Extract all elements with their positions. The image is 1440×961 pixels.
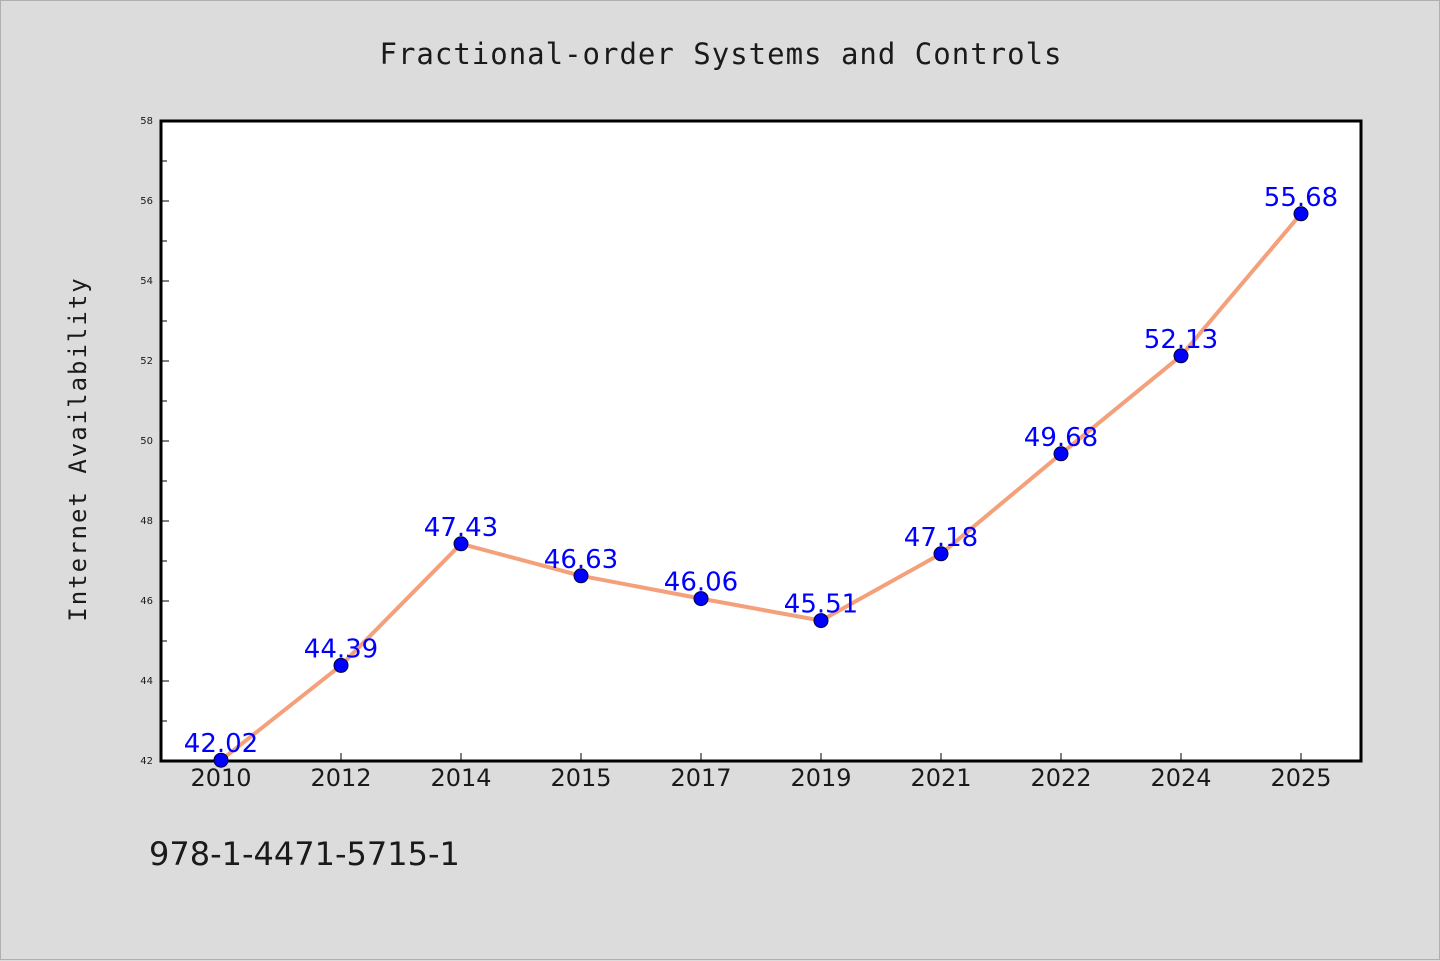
x-tick-label: 2021 xyxy=(910,764,971,792)
data-point-label: 55.68 xyxy=(1264,183,1338,213)
y-tick-label: 46 xyxy=(140,596,153,607)
data-labels: 42.02 44.39 47.43 46.63 46.06 45.51 47.18 49.68… xyxy=(184,183,1338,759)
data-point-marker xyxy=(453,536,469,552)
footer-isbn-text: 978-1-4471-5715-1 xyxy=(149,835,460,873)
data-point-marker xyxy=(693,591,709,607)
data-point-marker xyxy=(213,752,229,768)
y-axis-ticks: 42 44 46 48 50 52 54 56 58 xyxy=(140,116,169,767)
data-point-label: 44.39 xyxy=(304,634,378,664)
x-tick-label: 2019 xyxy=(790,764,851,792)
x-tick-label: 2025 xyxy=(1270,764,1331,792)
data-point-label: 45.51 xyxy=(784,590,858,620)
y-tick-label: 44 xyxy=(140,676,153,687)
plot-area xyxy=(159,119,1363,763)
y-tick-label: 56 xyxy=(140,196,153,207)
x-tick-label: 2010 xyxy=(190,764,251,792)
data-point-label: 42.02 xyxy=(184,729,258,759)
y-tick-label: 42 xyxy=(140,756,153,767)
series-line xyxy=(219,212,1303,762)
y-tick-label: 58 xyxy=(140,116,153,127)
x-tick-label: 2022 xyxy=(1030,764,1091,792)
x-tick-label: 2015 xyxy=(550,764,611,792)
data-point-marker xyxy=(1293,206,1309,222)
data-point-marker xyxy=(1053,446,1069,462)
data-point-label: 49.68 xyxy=(1024,423,1098,453)
y-tick-label: 50 xyxy=(140,436,153,447)
x-axis-ticks: 2010 2012 2014 2015 2017 2019 2021 2022 2024 2025 xyxy=(190,753,1332,792)
data-point-marker xyxy=(333,657,349,673)
data-point-label: 52.13 xyxy=(1144,325,1218,355)
data-point-marker xyxy=(1173,348,1189,364)
chart-title: Fractional-order Systems and Controls xyxy=(379,37,1062,71)
y-tick-label: 48 xyxy=(140,516,153,527)
data-point-marker xyxy=(813,613,829,629)
data-point-marker xyxy=(933,546,949,562)
series-markers xyxy=(213,206,1309,768)
x-tick-label: 2024 xyxy=(1150,764,1211,792)
data-point-label: 46.63 xyxy=(544,545,618,575)
x-tick-label: 2017 xyxy=(670,764,731,792)
data-point-marker xyxy=(573,568,589,584)
data-point-label: 47.43 xyxy=(424,513,498,543)
y-axis-label: Internet Availability xyxy=(64,276,92,621)
y-tick-label: 52 xyxy=(140,356,153,367)
y-tick-label: 54 xyxy=(140,276,153,287)
data-point-label: 46.06 xyxy=(664,568,738,598)
data-point-label: 47.18 xyxy=(904,523,978,553)
x-tick-label: 2012 xyxy=(310,764,371,792)
x-tick-label: 2014 xyxy=(430,764,491,792)
